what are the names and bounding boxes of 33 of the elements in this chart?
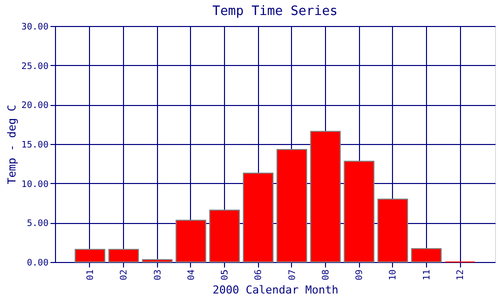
y-tick-label: 15.00 [21, 140, 48, 150]
chart-title: Temp Time Series [212, 4, 338, 19]
y-tick-label: 5.00 [26, 219, 48, 230]
bar [209, 210, 240, 262]
x-axis-title: 2000 Calendar Month [212, 283, 338, 296]
y-tick-label: 0.00 [26, 258, 48, 268]
x-tick-label: 11 [422, 270, 432, 280]
bar [142, 259, 173, 262]
y-tick-label: 30.00 [21, 22, 48, 32]
bar [344, 160, 374, 262]
x-tick-label: 04 [186, 270, 197, 280]
bar [276, 149, 308, 262]
x-tick-label: 10 [388, 270, 399, 280]
bar [176, 220, 206, 262]
y-axis-title: Temp - deg C [5, 104, 18, 184]
x-tick-label: 07 [288, 270, 298, 280]
x-tick-label: 06 [254, 270, 264, 280]
x-tick-label: 12 [456, 270, 466, 280]
bar [377, 198, 408, 262]
x-tick-label: 05 [220, 270, 231, 280]
y-tick-label: 20.00 [21, 101, 48, 112]
x-tick-label: 03 [153, 270, 164, 280]
y-tick-label: 10.00 [21, 180, 48, 190]
x-tick-label: 02 [120, 270, 130, 280]
y-tick-label: 25.00 [21, 62, 48, 72]
x-tick-label: 09 [355, 270, 366, 280]
x-tick-label: 08 [321, 270, 332, 280]
x-tick-label: 01 [86, 270, 96, 280]
bar [108, 248, 139, 262]
bar [310, 130, 341, 262]
bar [74, 248, 106, 262]
bar [242, 172, 274, 262]
bar [411, 248, 442, 262]
